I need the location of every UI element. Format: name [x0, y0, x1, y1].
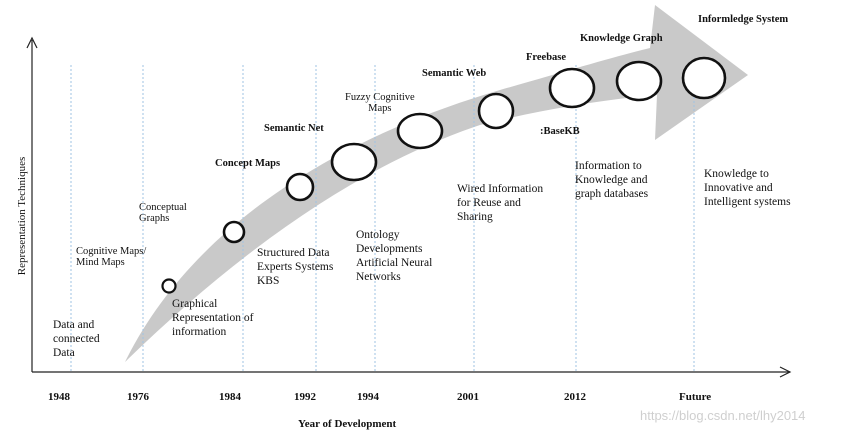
node-freebase [548, 67, 596, 109]
node-conceptual-graphs [222, 220, 246, 244]
description-information: Information to Knowledge and graph datab… [575, 160, 649, 200]
year-gridlines [70, 65, 695, 372]
milestone-label-conceptual-graphs: Conceptual Graphs [139, 202, 187, 224]
year-tick-label: 2012 [564, 391, 586, 403]
milestone-label-informledge-system: Informledge System [698, 14, 789, 25]
year-tick-label: 1984 [219, 391, 241, 403]
description-data: Data and connected Data [53, 319, 100, 359]
milestone-label-freebase: Freebase [526, 52, 567, 63]
x-axis-title: Year of Development [298, 418, 397, 430]
y-axis-title: Representation Techniques [16, 156, 28, 276]
node-informledge-system [681, 56, 727, 100]
node-semantic-web [477, 92, 515, 130]
description-graphical: Graphical Representation of information [172, 298, 254, 338]
year-tick-label: 2001 [457, 391, 479, 403]
node-semantic-net [330, 142, 378, 182]
milestone-label-fuzzy-cognitive-maps: Fuzzy Cognitive Maps [345, 92, 415, 114]
milestone-label-cognitive-maps: Cognitive Maps/ Mind Maps [76, 246, 147, 268]
description-ontology: Ontology Developments Artificial Neural … [356, 229, 433, 283]
year-tick-label: Future [679, 391, 712, 403]
description-structured: Structured Data Experts Systems KBS [257, 247, 334, 287]
node-knowledge-graph [615, 60, 663, 102]
node-cognitive-maps [161, 278, 177, 294]
milestone-label-semantic-net: Semantic Net [264, 123, 324, 134]
year-tick-label: 1992 [294, 391, 316, 403]
node-fuzzy-cognitive-maps [396, 112, 444, 150]
milestone-label-semantic-web: Semantic Web [422, 68, 487, 79]
watermark: https://blog.csdn.net/lhy2014 [640, 408, 806, 423]
year-tick-label: 1948 [48, 391, 70, 403]
axes [26, 36, 792, 378]
year-tick-label: 1976 [127, 391, 149, 403]
milestone-label-basekb: :BaseKB [540, 126, 580, 137]
milestone-label-concept-maps: Concept Maps [215, 158, 281, 169]
description-knowledge: Knowledge to Innovative and Intelligent … [704, 168, 791, 208]
year-tick-label: 1994 [357, 391, 379, 403]
milestone-label-knowledge-graph: Knowledge Graph [580, 33, 663, 44]
node-concept-maps [285, 172, 315, 202]
milestone-nodes [161, 56, 727, 294]
description-wired: Wired Information for Reuse and Sharing [457, 183, 544, 223]
